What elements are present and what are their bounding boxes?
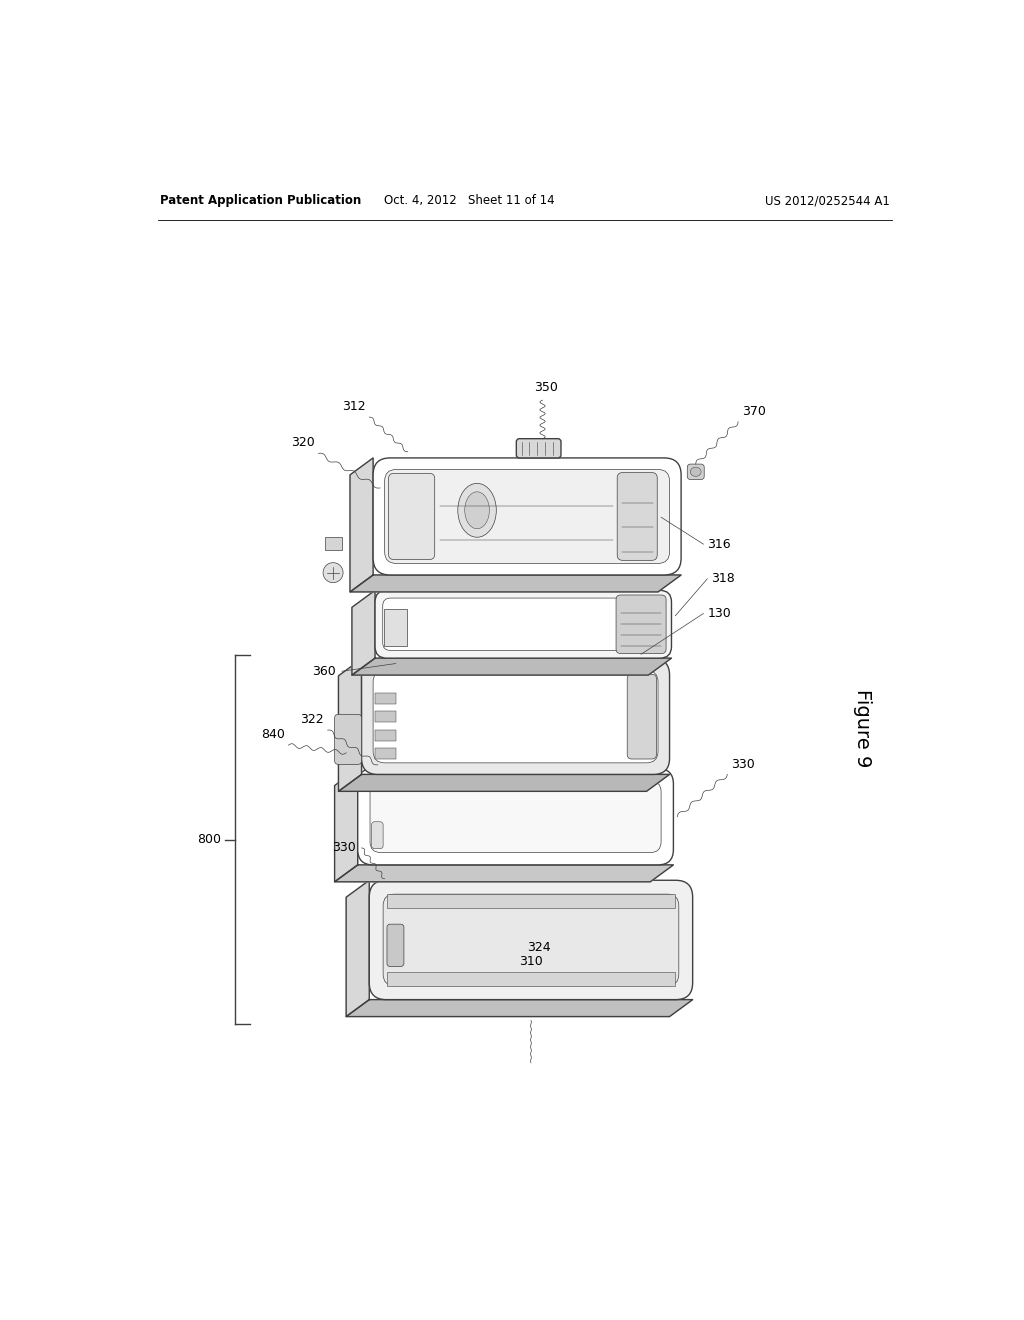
Text: 130: 130 [708, 607, 731, 620]
FancyBboxPatch shape [628, 675, 656, 759]
Text: Figure 9: Figure 9 [853, 689, 871, 767]
Polygon shape [346, 999, 692, 1016]
Ellipse shape [465, 492, 489, 529]
Polygon shape [350, 458, 373, 591]
Text: 800: 800 [197, 833, 220, 846]
FancyBboxPatch shape [687, 465, 705, 479]
FancyBboxPatch shape [373, 458, 681, 576]
Bar [375, 711, 396, 722]
Bar [375, 693, 396, 704]
Text: Patent Application Publication: Patent Application Publication [160, 194, 361, 207]
Text: 310: 310 [519, 954, 543, 968]
Text: 330: 330 [332, 841, 355, 854]
Polygon shape [339, 659, 361, 792]
FancyBboxPatch shape [617, 473, 657, 560]
FancyBboxPatch shape [375, 590, 672, 659]
Bar [387, 972, 675, 986]
Text: 318: 318 [711, 573, 735, 585]
FancyBboxPatch shape [361, 659, 670, 775]
Polygon shape [335, 768, 357, 882]
Text: Oct. 4, 2012   Sheet 11 of 14: Oct. 4, 2012 Sheet 11 of 14 [384, 194, 555, 207]
Polygon shape [352, 659, 672, 675]
Polygon shape [350, 576, 681, 591]
Ellipse shape [690, 467, 701, 477]
FancyBboxPatch shape [383, 894, 679, 986]
FancyBboxPatch shape [383, 598, 664, 651]
Text: 350: 350 [535, 381, 558, 395]
Bar [375, 748, 396, 759]
Text: 840: 840 [261, 729, 285, 742]
FancyBboxPatch shape [370, 781, 662, 853]
Text: 370: 370 [742, 405, 766, 418]
Polygon shape [352, 590, 375, 675]
Bar [384, 609, 408, 645]
Polygon shape [346, 880, 370, 1016]
FancyBboxPatch shape [387, 924, 403, 966]
Text: 312: 312 [342, 400, 366, 413]
Text: US 2012/0252544 A1: US 2012/0252544 A1 [765, 194, 890, 207]
FancyBboxPatch shape [335, 714, 361, 764]
Text: 322: 322 [300, 713, 324, 726]
FancyBboxPatch shape [516, 438, 561, 458]
Text: 324: 324 [526, 941, 551, 954]
FancyBboxPatch shape [357, 768, 674, 865]
Polygon shape [335, 865, 674, 882]
Text: 316: 316 [708, 537, 731, 550]
Text: 320: 320 [291, 437, 314, 450]
FancyBboxPatch shape [372, 822, 383, 849]
Bar [326, 537, 342, 549]
Circle shape [323, 562, 343, 582]
Text: 360: 360 [312, 665, 336, 677]
FancyBboxPatch shape [616, 595, 666, 653]
FancyBboxPatch shape [388, 474, 435, 560]
Bar [375, 730, 396, 741]
FancyBboxPatch shape [373, 671, 658, 763]
FancyBboxPatch shape [370, 880, 692, 999]
Polygon shape [339, 775, 670, 792]
FancyBboxPatch shape [385, 470, 670, 564]
Text: 330: 330 [731, 758, 755, 771]
Bar [387, 894, 675, 908]
Ellipse shape [458, 483, 497, 537]
